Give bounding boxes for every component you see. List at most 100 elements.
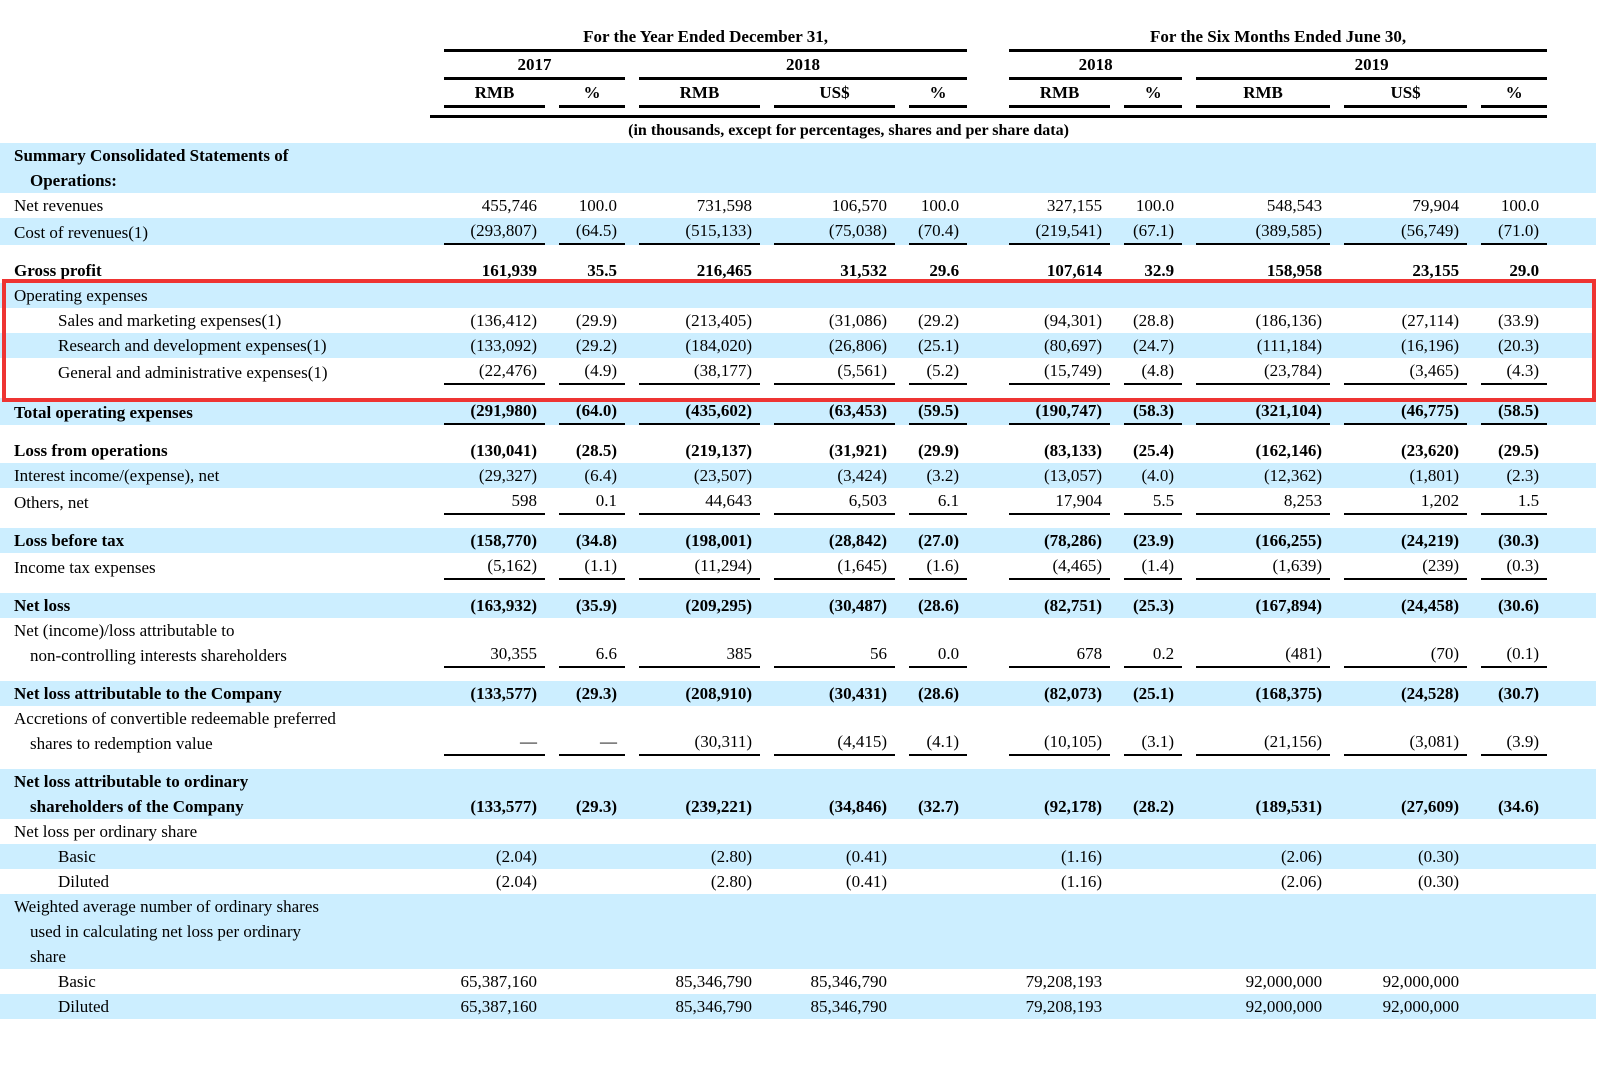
table-row: Loss before tax (158,770) (34.8) (198,001)(… bbox=[0, 528, 1597, 553]
cell-value bbox=[625, 819, 760, 844]
col-pct: % bbox=[1110, 80, 1183, 108]
cell-value: (29.3) bbox=[545, 681, 625, 706]
cell-value: 17,904 bbox=[995, 488, 1111, 515]
cell-value: (23,507) bbox=[625, 463, 760, 488]
cell-value: 548,543 bbox=[1266, 196, 1323, 215]
year-2017: 2017 bbox=[430, 52, 625, 80]
cell-value: (78,286) bbox=[995, 528, 1111, 553]
table-row: Net loss attributable to ordinary shareho… bbox=[0, 769, 1597, 819]
cell-value: (0.41) bbox=[845, 872, 887, 891]
cell-value: (67.1) bbox=[1110, 218, 1183, 245]
cell-value bbox=[895, 894, 968, 969]
table-row: Basic (2.04) (2.80) (0.41) (1.16) (2.06) (0.30… bbox=[0, 844, 1597, 869]
cell-value bbox=[545, 844, 625, 869]
row-label: Cost of revenues(1) bbox=[0, 218, 430, 245]
cell-value bbox=[1110, 844, 1183, 869]
col-pct: % bbox=[895, 80, 968, 108]
cell-value bbox=[1110, 283, 1183, 308]
cell-value: 327,155 bbox=[1046, 196, 1103, 215]
cell-value: (30.3) bbox=[1467, 528, 1548, 553]
cell-value: (24,528) bbox=[1330, 681, 1468, 706]
cell-value: 92,000,000 bbox=[1330, 994, 1468, 1019]
row-label: Diluted bbox=[0, 994, 430, 1019]
cell-value: 85,346,790 bbox=[625, 994, 760, 1019]
col-pct: % bbox=[545, 80, 625, 108]
cell-value bbox=[895, 994, 968, 1019]
cell-value: (23,620) bbox=[1400, 441, 1460, 460]
cell-value: 158,958 bbox=[1266, 261, 1323, 280]
table-row: Net loss (163,932) (35.9) (209,295) (30,487)… bbox=[0, 593, 1597, 618]
cell-value bbox=[1330, 143, 1468, 193]
row-label: Summary Consolidated Statements of Operat… bbox=[0, 143, 430, 193]
cell-value: (30,311) bbox=[625, 706, 760, 756]
cell-value: (16,196) bbox=[1330, 333, 1468, 358]
cell-value: (29.9) bbox=[575, 311, 617, 330]
cell-value: 92,000,000 bbox=[1382, 972, 1460, 991]
cell-value bbox=[430, 819, 545, 844]
cell-value bbox=[895, 283, 968, 308]
cell-value: (24,458) bbox=[1330, 593, 1468, 618]
cell-value: (3,465) bbox=[1330, 358, 1468, 385]
cell-value: (28.6) bbox=[895, 681, 968, 706]
cell-value bbox=[625, 894, 760, 969]
cell-value bbox=[895, 844, 968, 869]
cell-value: (25.1) bbox=[1110, 681, 1183, 706]
cell-value bbox=[1467, 819, 1547, 844]
cell-value: 79,208,193 bbox=[995, 994, 1111, 1019]
cell-value: 100.0 bbox=[578, 196, 617, 215]
year-2018-interim: 2018 bbox=[995, 52, 1183, 80]
table-row: Total operating expenses (291,980) (64.0)(… bbox=[0, 398, 1597, 425]
cell-value bbox=[760, 819, 895, 844]
cell-value: (71.0) bbox=[1467, 218, 1548, 245]
cell-value bbox=[625, 283, 760, 308]
col-pct: % bbox=[1467, 80, 1548, 108]
cell-value bbox=[1110, 969, 1182, 994]
cell-value: (291,980) bbox=[430, 398, 545, 425]
cell-value: (163,932) bbox=[430, 593, 545, 618]
cell-value: (2.06) bbox=[1182, 844, 1331, 869]
cell-value: (28.5) bbox=[575, 441, 617, 460]
cell-value: 161,939 bbox=[481, 261, 537, 280]
col-rmb: RMB bbox=[995, 80, 1111, 108]
cell-value: (0.30) bbox=[1330, 844, 1468, 869]
cell-value: (31,921) bbox=[828, 441, 887, 460]
cell-value: (1.4) bbox=[1110, 553, 1183, 580]
cell-value: 79,904 bbox=[1412, 196, 1460, 215]
cell-value bbox=[760, 283, 895, 308]
cell-value: (3.2) bbox=[895, 463, 968, 488]
cell-value bbox=[430, 283, 545, 308]
cell-value: (186,136) bbox=[1255, 311, 1323, 330]
cell-value: 85,346,790 bbox=[675, 972, 753, 991]
cell-value: (29.9) bbox=[917, 441, 960, 460]
cell-value bbox=[1182, 819, 1330, 844]
cell-value: (28,842) bbox=[760, 528, 895, 553]
table-row: Basic 65,387,160 85,346,790 85,346,790 79,20… bbox=[0, 969, 1596, 994]
cell-value: (30,487) bbox=[760, 593, 895, 618]
cell-value bbox=[1467, 969, 1547, 994]
cell-value: (1.1) bbox=[545, 553, 625, 580]
cell-value: (34.6) bbox=[1467, 769, 1548, 819]
table-row: Net revenues 455,746 100.0 731,598 106,570 10… bbox=[0, 193, 1596, 218]
cell-value: (70) bbox=[1330, 618, 1468, 668]
cell-value bbox=[1467, 143, 1548, 193]
cell-value: (3.1) bbox=[1110, 706, 1183, 756]
cell-value: (4.3) bbox=[1467, 358, 1548, 385]
table-row: Others, net 598 0.1 44,643 6,503 6.1 17,904 5.5… bbox=[0, 488, 1596, 515]
table-row: Sales and marketing expenses(1) (136,412)… bbox=[0, 308, 1596, 333]
spacer-row bbox=[0, 425, 1597, 438]
cell-value: 216,465 bbox=[696, 261, 752, 280]
cell-value: (21,156) bbox=[1182, 706, 1331, 756]
cell-value: — bbox=[545, 706, 625, 756]
cell-value: (4.1) bbox=[895, 706, 968, 756]
financial-statements-table: For the Year Ended December 31, For the … bbox=[0, 22, 1597, 1019]
cell-value bbox=[995, 819, 1110, 844]
cell-value bbox=[895, 869, 967, 894]
table-row: Cost of revenues(1) (293,807) (64.5) (515,1… bbox=[0, 218, 1597, 245]
header-divider-line bbox=[0, 108, 1596, 118]
cell-value bbox=[1330, 283, 1468, 308]
cell-value: (25.1) bbox=[895, 333, 968, 358]
cell-value bbox=[545, 994, 625, 1019]
cell-value: 56 bbox=[760, 618, 895, 668]
cell-value: (0.3) bbox=[1467, 553, 1548, 580]
cell-value: (4.0) bbox=[1110, 463, 1183, 488]
